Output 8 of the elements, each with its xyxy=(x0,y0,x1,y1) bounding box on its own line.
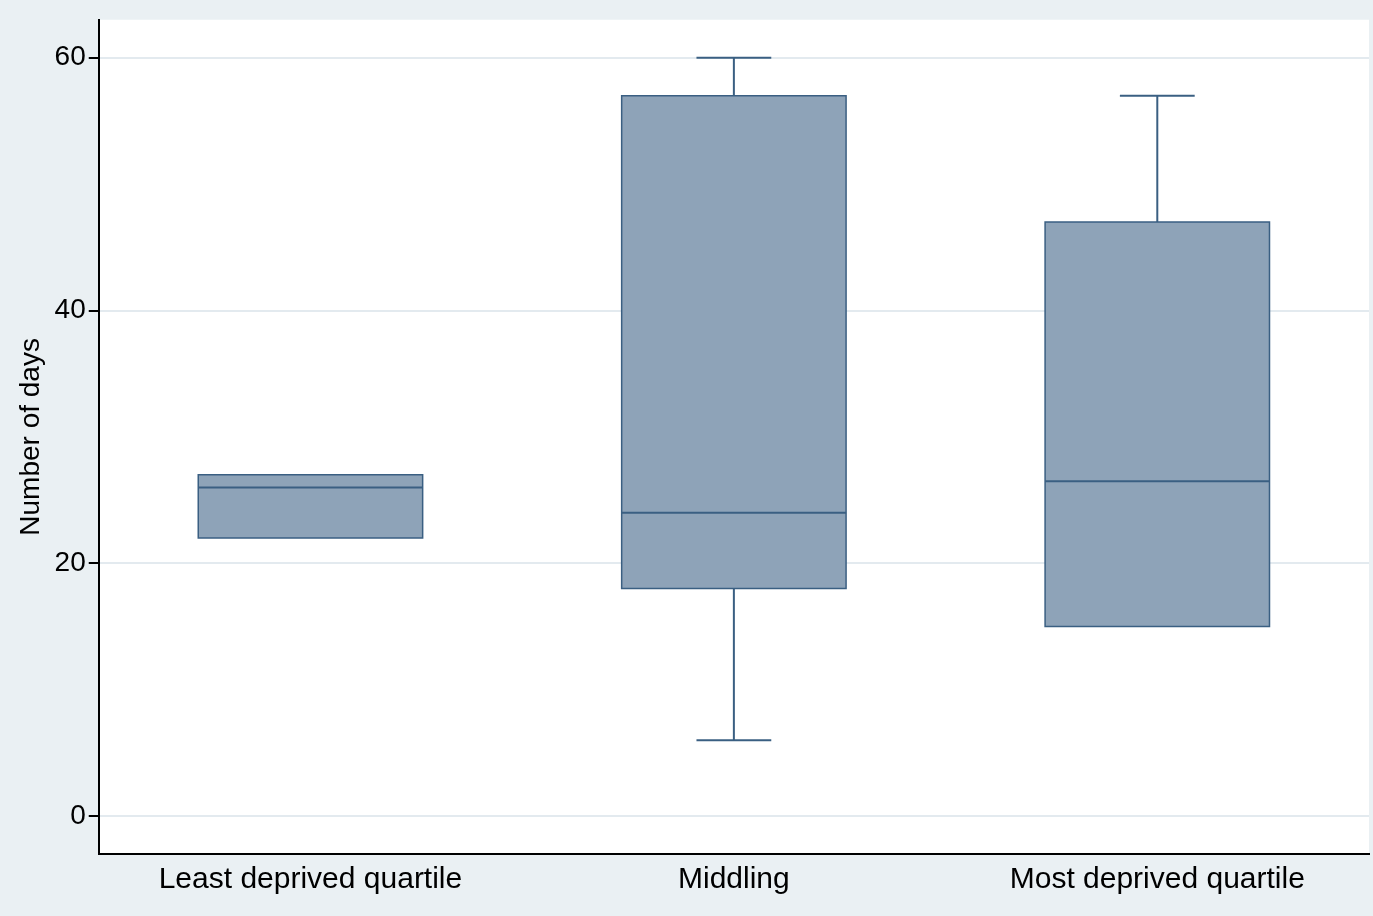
y-tick-label: 20 xyxy=(54,546,86,578)
y-tick-label: 60 xyxy=(54,40,86,72)
y-tick-label: 40 xyxy=(54,293,86,325)
x-tick-label: Least deprived quartile xyxy=(158,861,463,895)
y-tick-label: 0 xyxy=(70,798,86,830)
x-tick-label: Middling xyxy=(678,861,790,895)
y-axis-title: Number of days xyxy=(13,338,45,536)
x-tick-label: Most deprived quartile xyxy=(1009,861,1305,895)
